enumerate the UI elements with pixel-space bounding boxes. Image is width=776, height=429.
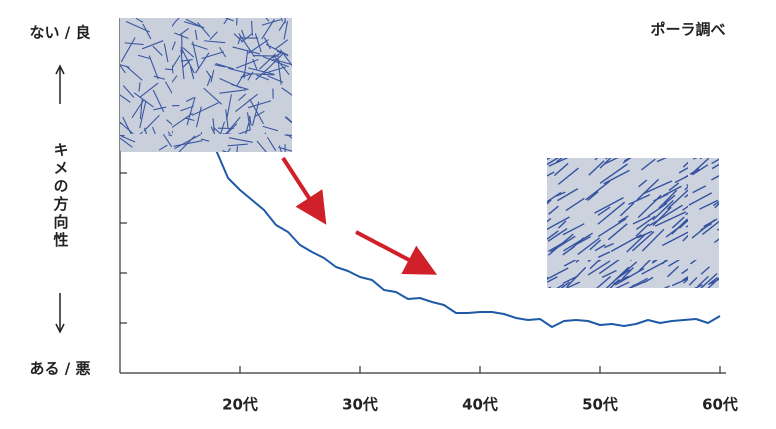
source-note: ポーラ調べ xyxy=(650,21,725,39)
x-tick-label: 20代 xyxy=(222,396,258,414)
x-tick-label: 60代 xyxy=(702,396,738,414)
y-bottom-label: ある / 悪 xyxy=(30,360,91,378)
red-arrow xyxy=(281,156,327,225)
texture-image-young xyxy=(120,18,292,152)
texture-image-old xyxy=(547,158,719,288)
x-tick-label: 40代 xyxy=(462,396,498,414)
red-arrow xyxy=(355,230,438,275)
x-tick-label: 50代 xyxy=(582,396,618,414)
up-arrow-head xyxy=(55,64,65,75)
y-axis-label: キメの方向性 xyxy=(52,142,70,250)
plot-area: 20代 30代 40代 50代 60代 xyxy=(119,18,738,414)
data-line xyxy=(215,149,721,328)
y-top-label: ない / 良 xyxy=(30,24,91,42)
down-arrow-head xyxy=(55,323,65,334)
x-tick-label: 30代 xyxy=(342,396,378,414)
